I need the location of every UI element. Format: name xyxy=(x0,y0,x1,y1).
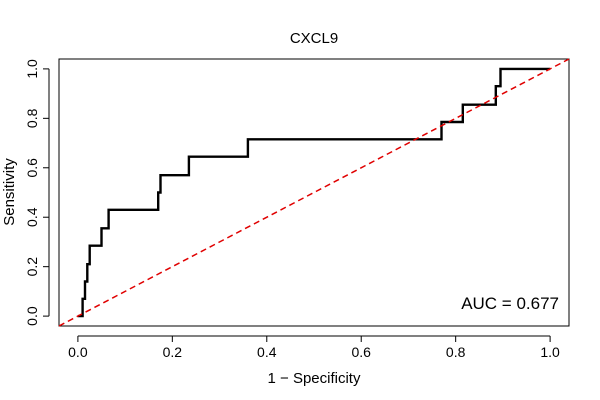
x-tick-label: 0.6 xyxy=(351,344,371,360)
y-axis-title: Sensitivity xyxy=(1,158,18,226)
roc-curve-line xyxy=(77,67,551,318)
y-tick-label: 0.2 xyxy=(24,257,40,277)
plot-box xyxy=(58,58,570,327)
y-axis: 0.0 0.2 0.4 0.6 0.8 1.0 xyxy=(24,59,50,326)
y-tick-label: 1.0 xyxy=(24,59,40,79)
x-tick-label: 1.0 xyxy=(540,344,560,360)
x-axis-title: 1 − Specificity xyxy=(268,370,361,387)
x-tick-label: 0.4 xyxy=(257,344,277,360)
chart-title: CXCL9 xyxy=(290,30,338,47)
y-tick-label: 0.6 xyxy=(24,158,40,178)
reference-diagonal-line xyxy=(58,58,570,327)
x-tick-label: 0.2 xyxy=(163,344,183,360)
x-axis: 0.0 0.2 0.4 0.6 0.8 1.0 xyxy=(68,335,560,360)
plot-frame xyxy=(58,58,570,327)
series-layer xyxy=(58,58,570,327)
y-tick-label: 0.4 xyxy=(24,207,40,227)
y-tick-label: 0.0 xyxy=(24,306,40,326)
x-tick-label: 0.0 xyxy=(68,344,88,360)
x-tick-label: 0.8 xyxy=(446,344,466,360)
auc-annotation: AUC = 0.677 xyxy=(461,294,559,313)
y-tick-label: 0.8 xyxy=(24,108,40,128)
